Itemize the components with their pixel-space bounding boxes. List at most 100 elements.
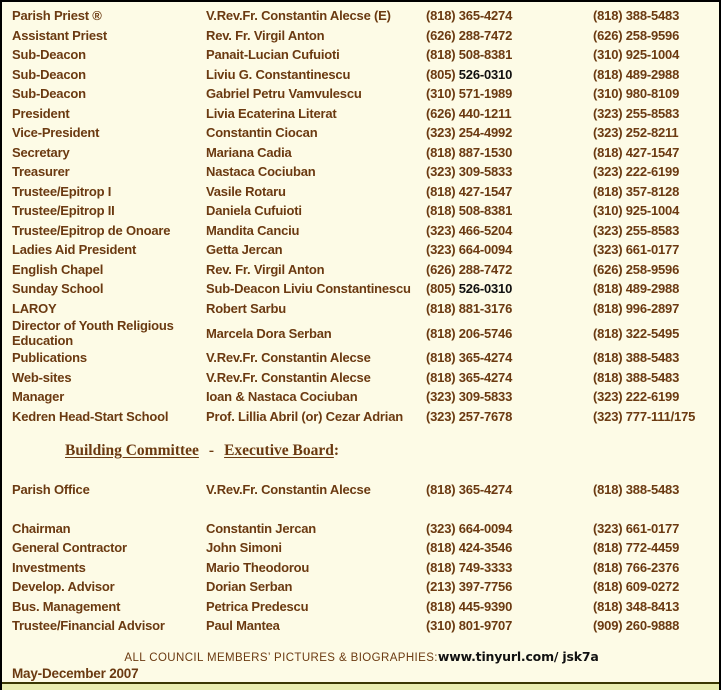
- phone-primary-brown: (310) 801-9707: [426, 618, 513, 634]
- period-label: May-December 2007: [12, 666, 139, 681]
- phone-primary-brown: (818) 206-5746: [426, 325, 513, 341]
- role-cell: Kedren Head-Start School: [12, 408, 169, 424]
- table-row: Treasurer Nastaca Cociuban (323) 309-583…: [10, 162, 713, 182]
- phone-secondary-cell: (310) 925-1004: [593, 47, 680, 63]
- roster-content: Parish Priest ® V.Rev.Fr. Constantin Ale…: [2, 2, 719, 664]
- name-cell: Dorian Serban: [206, 579, 293, 595]
- role-cell: Trustee/Epitrop II: [12, 203, 115, 219]
- phone-secondary-cell: (310) 980-8109: [593, 86, 680, 102]
- phone-primary-brown: (323) 254-4992: [426, 125, 513, 141]
- table-row: Manager Ioan & Nastaca Cociuban (323) 30…: [10, 387, 713, 407]
- name-cell: Constantin Ciocan: [206, 125, 318, 141]
- table-row: Vice-President Constantin Ciocan (323) 2…: [10, 123, 713, 143]
- table-row: Assistant Priest Rev. Fr. Virgil Anton (…: [10, 26, 713, 46]
- phone-primary-cell: (818) 508-8381: [426, 47, 593, 62]
- phone-primary-cell: (310) 571-1989: [426, 86, 593, 101]
- role-cell: Vice-President: [12, 125, 100, 141]
- executive-board-link[interactable]: Executive Board: [224, 442, 334, 459]
- role-cell: Bus. Management: [12, 598, 121, 614]
- phone-primary-brown: (818) 508-8381: [426, 47, 513, 63]
- name-cell: Petrica Predescu: [206, 598, 309, 614]
- name-cell: Getta Jercan: [206, 242, 283, 258]
- table-row: English Chapel Rev. Fr. Virgil Anton (62…: [10, 260, 713, 280]
- bottom-divider: [2, 682, 719, 684]
- phone-secondary-cell: (310) 925-1004: [593, 203, 680, 219]
- name-cell: Rev. Fr. Virgil Anton: [206, 27, 325, 43]
- phone-primary-brown: (818) 749-3333: [426, 559, 513, 575]
- name-cell: Daniela Cufuioti: [206, 203, 302, 219]
- phone-primary-brown: (818) 881-3176: [426, 300, 513, 316]
- phone-secondary-cell: (818) 766-2376: [593, 559, 680, 575]
- phone-primary-cell: (818) 365-4274: [426, 370, 593, 385]
- phone-primary-brown: (805): [426, 281, 459, 297]
- role-cell: Sub-Deacon: [12, 47, 86, 63]
- table-row: Trustee/Financial Advisor Paul Mantea (3…: [10, 616, 713, 636]
- biographies-caps-label: ALL COUNCIL MEMBERS’ PICTURES & BIOGRAPH…: [124, 651, 438, 664]
- table-row: Sub-Deacon Gabriel Petru Vamvulescu (310…: [10, 84, 713, 104]
- name-cell: Ioan & Nastaca Cociuban: [206, 389, 358, 405]
- table-row: Parish Priest ® V.Rev.Fr. Constantin Ale…: [10, 6, 713, 26]
- table-row: LAROY Robert Sarbu (818) 881-3176 (818) …: [10, 299, 713, 319]
- phone-secondary-cell: (818) 357-8128: [593, 183, 680, 199]
- table-row: Trustee/Epitrop de Onoare Mandita Canciu…: [10, 221, 713, 241]
- name-cell: Rev. Fr. Virgil Anton: [206, 261, 325, 277]
- phone-secondary-cell: (818) 388-5483: [593, 350, 680, 366]
- name-cell: Paul Mantea: [206, 618, 280, 634]
- phone-primary-brown: (818) 365-4274: [426, 8, 513, 24]
- phone-primary-cell: (805) 526-0310: [426, 67, 593, 82]
- phone-primary-brown: (323) 664-0094: [426, 242, 513, 258]
- phone-secondary-cell: (818) 388-5483: [593, 369, 680, 385]
- role-cell: Investments: [12, 559, 86, 575]
- role-cell: Assistant Priest: [12, 27, 108, 43]
- phone-primary-cell: (818) 881-3176: [426, 301, 593, 316]
- table-row: President Livia Ecaterina Literat (626) …: [10, 104, 713, 124]
- phone-secondary-cell: (626) 258-9596: [593, 27, 680, 43]
- phone-primary-brown: (805): [426, 66, 459, 82]
- phone-primary-brown: (626) 288-7472: [426, 261, 513, 277]
- phone-primary-cell: (818) 445-9390: [426, 599, 593, 614]
- name-cell: Livia Ecaterina Literat: [206, 105, 337, 121]
- phone-primary-brown: (818) 887-1530: [426, 144, 513, 160]
- name-cell: V.Rev.Fr. Constantin Alecse: [206, 350, 371, 366]
- name-cell: Mario Theodorou: [206, 559, 310, 575]
- phone-primary-brown: (818) 508-8381: [426, 203, 513, 219]
- role-cell: Director of Youth Religious Education: [12, 318, 174, 348]
- building-committee-table: Parish Office V.Rev.Fr. Constantin Alecs…: [10, 480, 713, 636]
- phone-secondary-cell: (323) 661-0177: [593, 242, 680, 258]
- phone-primary-cell: (818) 887-1530: [426, 145, 593, 160]
- table-row: Bus. Management Petrica Predescu (818) 4…: [10, 597, 713, 617]
- phone-primary-brown: (818) 427-1547: [426, 183, 513, 199]
- phone-secondary-cell: (818) 388-5483: [593, 482, 680, 498]
- phone-secondary-cell: (818) 609-0272: [593, 579, 680, 595]
- name-cell: Mandita Canciu: [206, 222, 300, 238]
- phone-secondary-cell: (909) 260-9888: [593, 618, 680, 634]
- heading-colon: :: [333, 442, 340, 459]
- bottom-strip: [2, 684, 719, 690]
- phone-primary-cell: (626) 440-1211: [426, 106, 593, 121]
- phone-secondary-cell: (818) 489-2988: [593, 281, 680, 297]
- role-cell: Parish Priest ®: [12, 8, 102, 24]
- phone-primary-cell: (323) 664-0094: [426, 521, 593, 536]
- role-cell: General Contractor: [12, 540, 127, 556]
- phone-primary-cell: (818) 749-3333: [426, 560, 593, 575]
- name-cell: Sub-Deacon Liviu Constantinescu: [206, 281, 411, 297]
- name-cell: John Simoni: [206, 540, 282, 556]
- role-cell: English Chapel: [12, 261, 104, 277]
- phone-primary-cell: (626) 288-7472: [426, 262, 593, 277]
- footer-line: ALL COUNCIL MEMBERS’ PICTURES & BIOGRAPH…: [10, 649, 713, 664]
- phone-primary-brown: (323) 257-7678: [426, 408, 513, 424]
- phone-primary-cell: (626) 288-7472: [426, 28, 593, 43]
- role-cell: Sub-Deacon: [12, 66, 86, 82]
- table-row: Secretary Mariana Cadia (818) 887-1530 (…: [10, 143, 713, 163]
- building-committee-link[interactable]: Building Committee: [65, 442, 199, 459]
- phone-primary-brown: (323) 466-5204: [426, 222, 513, 238]
- tinyurl-link[interactable]: www.tinyurl.com/ jsk7a: [437, 648, 599, 664]
- role-cell: Develop. Advisor: [12, 579, 115, 595]
- role-cell: Treasurer: [12, 164, 70, 180]
- phone-primary-cell: (310) 801-9707: [426, 618, 593, 633]
- phone-primary-cell: (818) 365-4274: [426, 8, 593, 23]
- table-row: Develop. Advisor Dorian Serban (213) 397…: [10, 577, 713, 597]
- table-row: Sunday School Sub-Deacon Liviu Constanti…: [10, 279, 713, 299]
- phone-primary-brown: (818) 365-4274: [426, 369, 513, 385]
